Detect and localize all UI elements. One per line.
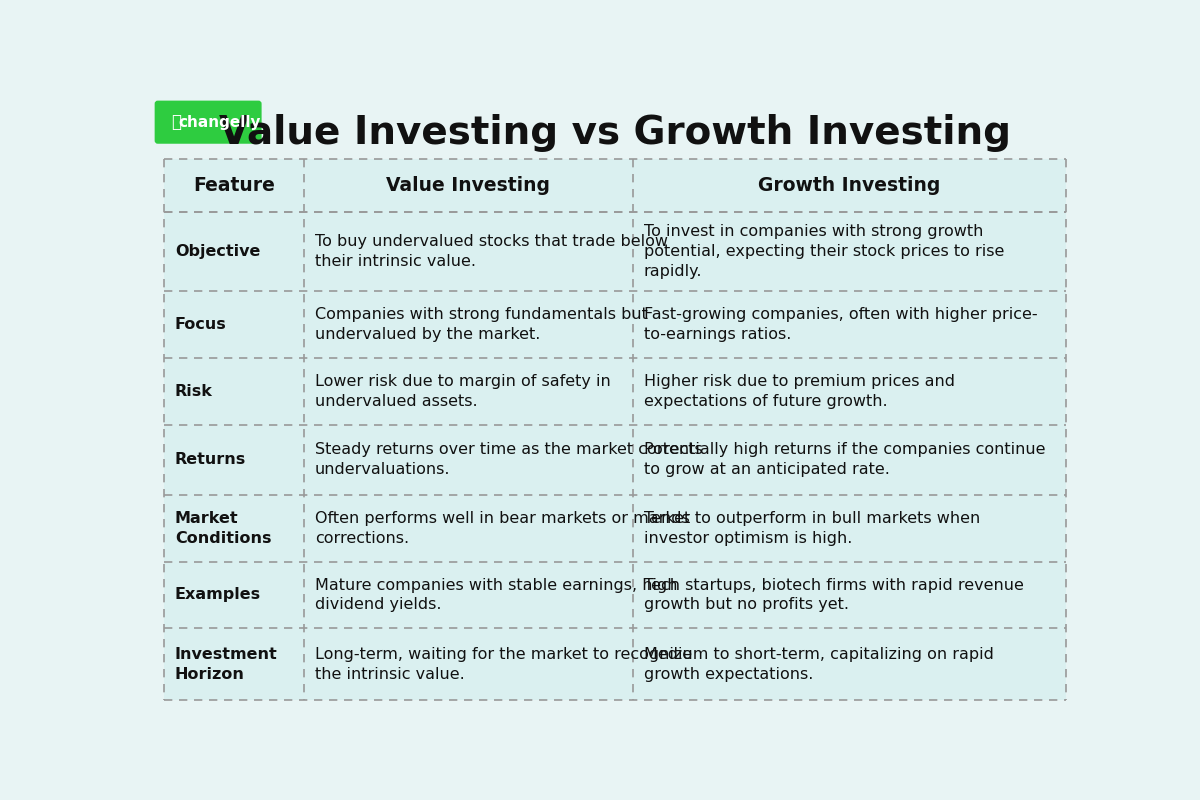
FancyBboxPatch shape bbox=[155, 101, 262, 144]
Text: Risk: Risk bbox=[175, 384, 212, 399]
Text: Value Investing vs Growth Investing: Value Investing vs Growth Investing bbox=[220, 114, 1010, 152]
Text: Feature: Feature bbox=[193, 176, 275, 195]
Text: Often performs well in bear markets or market
corrections.: Often performs well in bear markets or m… bbox=[314, 510, 690, 546]
Text: Market
Conditions: Market Conditions bbox=[175, 510, 271, 546]
Text: Focus: Focus bbox=[175, 317, 227, 332]
Text: Lower risk due to margin of safety in
undervalued assets.: Lower risk due to margin of safety in un… bbox=[314, 374, 611, 409]
Text: Value Investing: Value Investing bbox=[386, 176, 551, 195]
Text: Long-term, waiting for the market to recognize
the intrinsic value.: Long-term, waiting for the market to rec… bbox=[314, 647, 691, 682]
Text: Companies with strong fundamentals but
undervalued by the market.: Companies with strong fundamentals but u… bbox=[314, 307, 648, 342]
Text: Investment
Horizon: Investment Horizon bbox=[175, 647, 277, 682]
Text: Mature companies with stable earnings, high
dividend yields.: Mature companies with stable earnings, h… bbox=[314, 578, 677, 612]
Text: Medium to short-term, capitalizing on rapid
growth expectations.: Medium to short-term, capitalizing on ra… bbox=[644, 647, 994, 682]
Text: 🚀: 🚀 bbox=[172, 113, 181, 131]
Text: Objective: Objective bbox=[175, 244, 260, 259]
Text: Tech startups, biotech firms with rapid revenue
growth but no profits yet.: Tech startups, biotech firms with rapid … bbox=[644, 578, 1024, 612]
Text: Potentially high returns if the companies continue
to grow at an anticipated rat: Potentially high returns if the companie… bbox=[644, 442, 1045, 477]
Text: Growth Investing: Growth Investing bbox=[758, 176, 941, 195]
Text: Higher risk due to premium prices and
expectations of future growth.: Higher risk due to premium prices and ex… bbox=[644, 374, 955, 409]
FancyBboxPatch shape bbox=[164, 159, 1066, 701]
Text: Fast-growing companies, often with higher price-
to-earnings ratios.: Fast-growing companies, often with highe… bbox=[644, 307, 1038, 342]
Text: Examples: Examples bbox=[175, 587, 260, 602]
Text: changelly: changelly bbox=[179, 114, 262, 130]
Text: Tends to outperform in bull markets when
investor optimism is high.: Tends to outperform in bull markets when… bbox=[644, 510, 980, 546]
Text: Returns: Returns bbox=[175, 452, 246, 467]
Text: Steady returns over time as the market corrects
undervaluations.: Steady returns over time as the market c… bbox=[314, 442, 702, 477]
Text: To invest in companies with strong growth
potential, expecting their stock price: To invest in companies with strong growt… bbox=[644, 224, 1004, 278]
Text: To buy undervalued stocks that trade below
their intrinsic value.: To buy undervalued stocks that trade bel… bbox=[314, 234, 667, 269]
